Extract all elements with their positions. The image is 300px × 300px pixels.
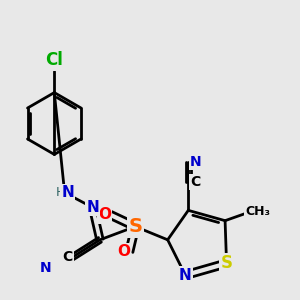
Text: Cl: Cl bbox=[45, 51, 63, 69]
Text: S: S bbox=[128, 217, 142, 236]
Text: N: N bbox=[61, 185, 74, 200]
Text: C: C bbox=[62, 250, 73, 265]
Text: N: N bbox=[179, 268, 192, 283]
Text: H: H bbox=[56, 186, 65, 199]
Text: C: C bbox=[190, 176, 201, 189]
Text: N: N bbox=[190, 155, 202, 169]
Text: N: N bbox=[40, 261, 51, 275]
Text: O: O bbox=[117, 244, 130, 259]
Text: O: O bbox=[98, 207, 111, 222]
Text: S: S bbox=[220, 254, 232, 272]
Text: CH₃: CH₃ bbox=[245, 205, 270, 218]
Text: N: N bbox=[86, 200, 99, 215]
